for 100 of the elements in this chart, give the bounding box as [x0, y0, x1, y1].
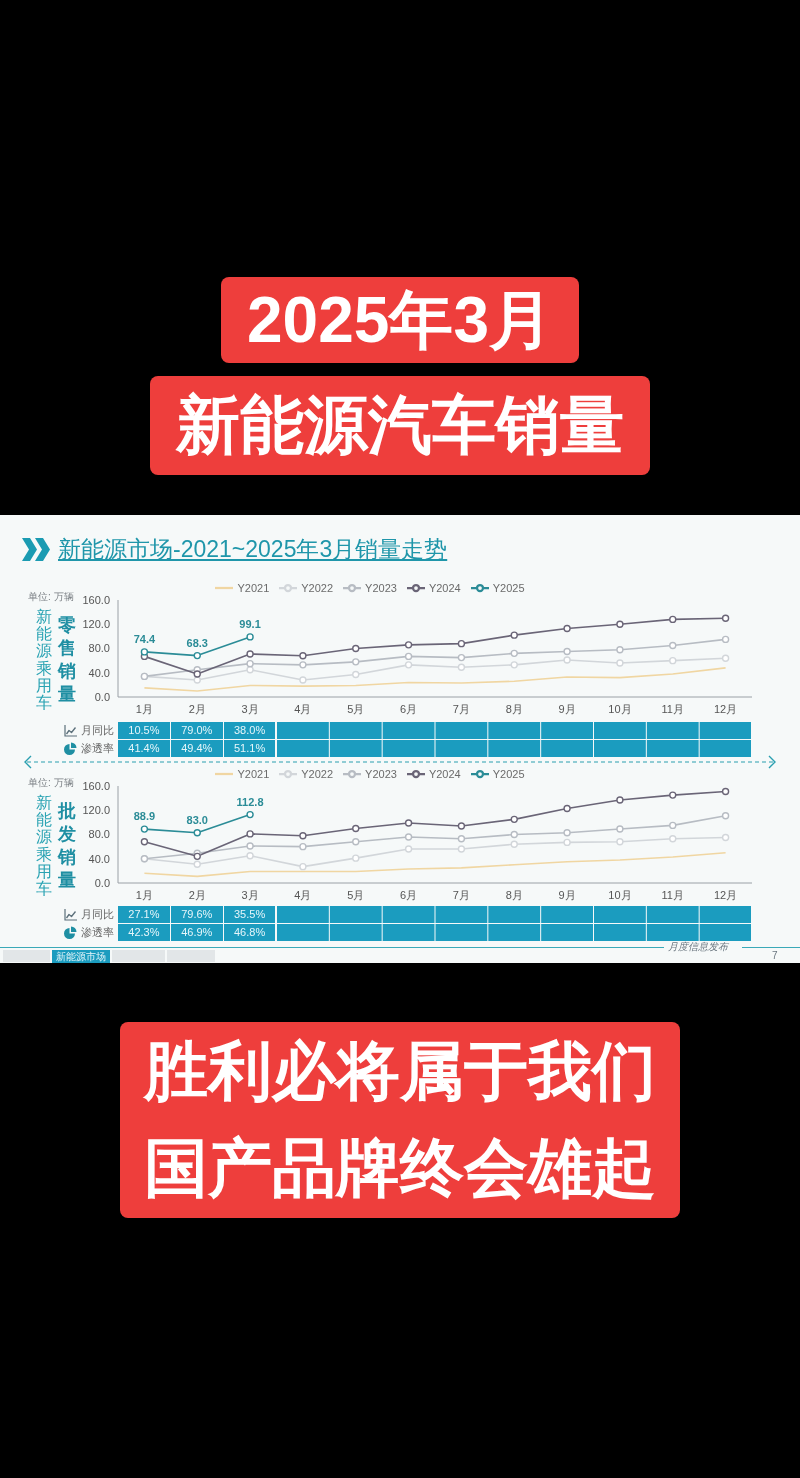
point: [352, 644, 360, 653]
text: 2025年3月: [221, 277, 579, 363]
point: [246, 659, 254, 668]
data-label: 112.8: [236, 795, 264, 808]
point: [669, 791, 677, 799]
x-tick-label: 10月: [608, 888, 632, 901]
x-tick-label: 6月: [400, 702, 418, 715]
text: 27.1%: [128, 908, 160, 920]
text: 41.4%: [128, 742, 160, 754]
point: [616, 659, 624, 667]
text: 35.5%: [233, 908, 266, 920]
x-tick-label: 2月: [188, 702, 206, 715]
point: [510, 815, 518, 824]
point: [246, 666, 254, 674]
point: [721, 787, 730, 796]
category-label: 渗透率: [81, 925, 114, 938]
point: [510, 840, 518, 848]
x-tick-label: 1月: [135, 702, 153, 715]
text: 79.0%: [181, 724, 213, 736]
point: [616, 796, 624, 804]
data-label: 83.0: [186, 813, 208, 826]
line-series: [143, 851, 727, 878]
point: [721, 654, 730, 662]
point: [246, 810, 254, 819]
point: [616, 838, 624, 846]
data-label: 74.4: [133, 632, 156, 645]
x-tick-label: 3月: [241, 888, 259, 901]
line-series: [143, 667, 727, 692]
x-tick-label: 4月: [294, 888, 312, 901]
x-tick-label: 5月: [347, 702, 365, 715]
data-label: 99.1: [239, 617, 261, 630]
legend-label: Y2025: [492, 582, 525, 594]
y-tick-label: 120.0: [82, 804, 110, 817]
text: 42.3%: [128, 926, 160, 938]
x-tick-label: 7月: [452, 888, 470, 901]
x-tick-label: 8月: [505, 702, 523, 715]
data-label: 68.3: [186, 636, 208, 649]
point: [563, 647, 571, 656]
x-tick-label: 11月: [661, 702, 684, 715]
x-tick-label: 11月: [661, 888, 684, 901]
point: [721, 833, 730, 842]
text: 49.4%: [181, 742, 213, 754]
point: [299, 661, 307, 669]
category-label: 月同比: [81, 723, 114, 736]
text: 新能源汽车销量: [150, 376, 650, 475]
point: [246, 830, 254, 838]
chart-title: 新能源市场-2021~2025年3月销量走势: [58, 535, 448, 564]
legend-label: Y2024: [428, 582, 461, 594]
point: [669, 615, 677, 624]
point: [563, 828, 571, 837]
x-tick-label: 8月: [505, 888, 523, 901]
point: [457, 822, 466, 830]
point: [510, 830, 518, 839]
point: [510, 661, 518, 669]
y-axis-title: 零售销量: [58, 614, 76, 706]
y-tick-label: 80.0: [88, 642, 110, 655]
point: [193, 676, 201, 684]
tab: 新能源市场: [52, 950, 110, 963]
x-tick-label: 5月: [347, 888, 365, 901]
point: [457, 845, 466, 853]
y-tick-label: 80.0: [88, 828, 110, 841]
point: [669, 656, 677, 665]
point: [563, 838, 571, 847]
point: [563, 656, 571, 664]
point: [193, 651, 201, 660]
legend-label: Y2022: [301, 582, 334, 594]
text: 10.5%: [128, 724, 160, 736]
point: [246, 852, 254, 860]
point: [140, 838, 149, 846]
point: [299, 652, 307, 660]
y-tick-label: 120.0: [82, 618, 110, 631]
point: [563, 624, 571, 633]
point: [140, 648, 149, 656]
x-tick-label: 9月: [558, 888, 576, 901]
point: [193, 860, 201, 868]
point: [404, 641, 413, 649]
text: 7: [772, 950, 778, 962]
text: 46.9%: [181, 926, 213, 938]
x-tick-label: 6月: [400, 888, 418, 901]
point: [140, 825, 149, 833]
point: [352, 838, 360, 846]
text: 新能源乘用车: [36, 608, 52, 712]
text: 38.0%: [233, 724, 266, 736]
point: [721, 614, 730, 622]
point: [616, 646, 624, 654]
y-tick-label: 40.0: [88, 852, 110, 865]
point: [299, 676, 307, 684]
legend-label: Y2023: [365, 768, 397, 780]
text: 月度信息发布: [668, 941, 728, 953]
text: 胜利必将属于我们: [144, 1034, 656, 1109]
text: 单位: 万辆: [28, 591, 74, 603]
point: [669, 835, 677, 843]
x-tick-label: 7月: [452, 702, 470, 715]
category-label: 月同比: [81, 907, 114, 920]
legend-label: Y2021: [237, 768, 270, 780]
y-tick-label: 0.0: [94, 876, 110, 889]
x-tick-label: 9月: [558, 702, 576, 715]
point: [563, 804, 571, 813]
point: [616, 825, 624, 833]
x-tick-label: 4月: [294, 702, 312, 715]
